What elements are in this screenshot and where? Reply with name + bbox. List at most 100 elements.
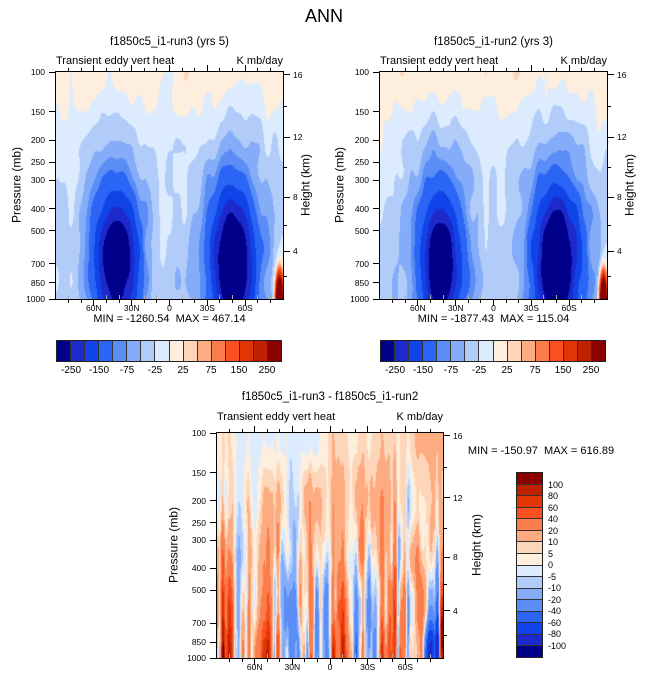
panel-run3-units-label: K mb/day [236, 55, 283, 67]
lat-tick-bottom [556, 299, 558, 303]
lat-tick-top [556, 68, 558, 72]
lat-tick-bottom [304, 658, 306, 662]
colorbar-cell [517, 507, 542, 520]
lat-tick-top [254, 426, 256, 433]
colorbar-cell [197, 341, 212, 361]
lat-tick-bottom [254, 658, 256, 665]
lat-tick-top [80, 68, 82, 72]
pressure-tick-label: 200 [191, 495, 206, 506]
plot-frame-run2 [379, 71, 608, 300]
pressure-tick [49, 139, 56, 141]
panel-run2-minmax: MIN = -1877.43 MAX = 115.04 [417, 313, 570, 325]
colorbar-tick-label: 25 [177, 365, 189, 376]
panel-run3-title: f1850c5_i1-run3 (yrs 5) [110, 36, 229, 48]
pressure-tick-label: 250 [30, 157, 45, 168]
lat-tick-inner [229, 654, 231, 658]
pressure-tick [49, 161, 56, 163]
pressure-tick-label: 500 [30, 225, 45, 236]
pressure-tick-label: 400 [30, 203, 45, 214]
pressure-tick-label: 700 [354, 258, 369, 269]
height-minor-tick [607, 167, 611, 169]
colorbar-tick-label: 10 [548, 537, 559, 547]
lat-tick-top [143, 68, 145, 72]
height-tick-label: 16 [293, 69, 303, 80]
colorbar-panel-2 [516, 472, 543, 658]
lat-tick-top [105, 68, 107, 72]
colorbar-tick-label: 75 [205, 365, 217, 376]
panel-run2-units-label: K mb/day [560, 55, 607, 67]
plot-frame-diff [216, 432, 444, 659]
colorbar-cell [437, 341, 452, 361]
colorbar-cell [479, 341, 494, 361]
lat-tick-bottom [229, 658, 231, 662]
lat-tick-inner [392, 295, 394, 299]
lat-tick-bottom [543, 299, 545, 303]
colorbar-cell [71, 341, 86, 361]
lat-tick-bottom [279, 658, 281, 662]
colorbar-tick-label: 75 [529, 365, 541, 376]
lat-tick-bottom [493, 299, 494, 306]
height-tick-label: 4 [293, 246, 298, 257]
height-tick [443, 556, 450, 558]
lat-tick-top [93, 65, 95, 72]
pressure-tick [373, 208, 380, 210]
pressure-tick-label: 150 [30, 106, 45, 117]
lat-tick-inner [593, 295, 595, 299]
colorbar-tick-label: -100 [548, 640, 567, 651]
panel-diff-units-label: K mb/day [396, 411, 443, 423]
colorbar-tick-label: 150 [230, 365, 248, 376]
lat-tick-top [118, 68, 120, 72]
lat-tick-bottom [219, 299, 221, 303]
colorbar-tick-label: 0 [548, 560, 554, 570]
lat-tick-inner [194, 295, 196, 299]
lat-tick-bottom [518, 299, 520, 303]
height-tick [607, 196, 614, 198]
lat-tick-inner [467, 295, 469, 299]
colorbar-tick-label: 60 [548, 502, 559, 513]
lat-tick-top [354, 429, 356, 433]
height-tick-label: 8 [453, 552, 458, 563]
lat-tick-top [417, 65, 419, 72]
pressure-tick [49, 111, 56, 113]
lat-tick-top [493, 65, 494, 72]
colorbar-tick-label: -75 [119, 365, 135, 376]
lat-tick-top [467, 68, 469, 72]
lat-tick-inner [257, 295, 259, 299]
lat-tick-label: 60S [561, 303, 577, 313]
lat-tick-label: 30N [447, 303, 464, 313]
colorbar-tick-label: 100 [548, 479, 564, 490]
height-tick [283, 74, 290, 76]
lat-tick-inner [404, 295, 406, 299]
lat-tick-top [392, 429, 394, 433]
lat-tick-label: 0 [491, 303, 496, 313]
lat-tick-top [229, 429, 231, 433]
lat-tick-top [316, 429, 318, 433]
colorbar-cell [517, 542, 542, 554]
colorbar-tick-label: -25 [471, 365, 487, 376]
lat-tick-inner [279, 654, 281, 658]
colorbar-cell [521, 341, 536, 361]
height-tick [607, 74, 614, 76]
colorbar-cell [267, 341, 281, 361]
lat-tick-bottom [181, 299, 183, 303]
pressure-tick [210, 500, 217, 502]
pressure-tick [49, 282, 56, 284]
pressure-tick [49, 208, 56, 210]
lat-tick-bottom [329, 658, 331, 665]
colorbar-cell [169, 341, 184, 361]
lat-tick-label: 30N [284, 662, 301, 672]
height-tick-label: 12 [617, 132, 627, 143]
colorbar-cell [591, 341, 605, 361]
colorbar-tick-label: 80 [548, 491, 559, 501]
lat-tick-bottom [593, 299, 595, 303]
colorbar-cell [493, 341, 508, 361]
colorbar-cell [517, 611, 542, 624]
pressure-tick-label: 200 [30, 135, 45, 146]
lat-tick-inner [518, 295, 520, 299]
lat-tick-top [342, 429, 344, 433]
plot-frame-run3 [55, 71, 284, 300]
lat-tick-bottom [455, 299, 457, 306]
lat-tick-inner [219, 295, 221, 299]
lat-tick-top [244, 65, 246, 72]
panel-diff-title: f1850c5_i1-run3 - f1850c5_i1-run2 [241, 391, 419, 403]
